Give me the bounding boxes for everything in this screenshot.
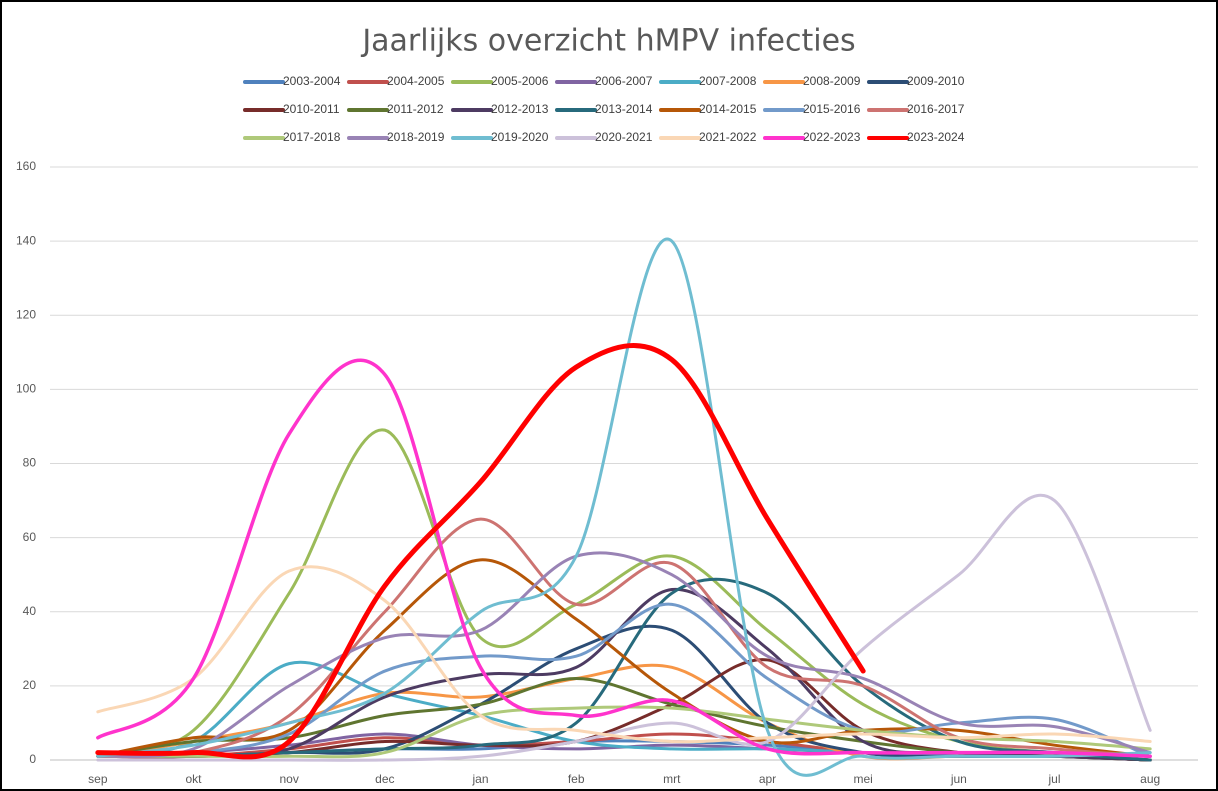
legend-label: 2020-2021 [595, 130, 653, 144]
y-tick-label: 60 [23, 530, 37, 544]
legend-label: 2006-2007 [595, 74, 653, 88]
series-line [96, 602, 1152, 758]
legend-label: 2016-2017 [907, 102, 965, 116]
x-tick-label: okt [185, 772, 202, 786]
x-tick-label: sep [88, 772, 108, 786]
y-tick-label: 20 [23, 678, 37, 692]
series-line [96, 358, 1152, 759]
legend-label: 2012-2013 [491, 102, 549, 116]
x-tick-label: jun [950, 772, 967, 786]
x-tick-label: mrt [663, 772, 681, 786]
x-tick-label: nov [279, 772, 298, 786]
legend-label: 2021-2022 [699, 130, 757, 144]
y-tick-label: 100 [16, 382, 36, 396]
series-line [95, 343, 866, 760]
legend-label: 2009-2010 [907, 74, 965, 88]
legend-label: 2015-2016 [803, 102, 861, 116]
legend-label: 2011-2012 [387, 102, 444, 116]
chart-title: Jaarlijks overzicht hMPV infecties [360, 24, 855, 59]
y-tick-label: 120 [16, 307, 36, 321]
series-line [96, 577, 1152, 762]
series-line [96, 493, 1152, 762]
y-tick-label: 140 [16, 233, 36, 247]
legend-label: 2014-2015 [699, 102, 757, 116]
x-tick-label: dec [375, 772, 394, 786]
legend-label: 2010-2011 [283, 102, 340, 116]
y-tick-label: 40 [23, 604, 37, 618]
legend-label: 2023-2024 [907, 130, 965, 144]
y-tick-label: 80 [23, 456, 37, 470]
x-tick-label: jul [1047, 772, 1060, 786]
series-line [96, 551, 1152, 759]
legend-label: 2004-2005 [387, 74, 445, 88]
legend-label: 2017-2018 [283, 130, 341, 144]
x-tick-label: feb [568, 772, 585, 786]
x-tick-label: jan [471, 772, 488, 786]
x-tick-label: mei [853, 772, 872, 786]
legend-label: 2008-2009 [803, 74, 861, 88]
legend-label: 2013-2014 [595, 102, 653, 116]
x-tick-label: aug [1140, 772, 1160, 786]
legend-label: 2022-2023 [803, 130, 861, 144]
legend-label: 2019-2020 [491, 130, 549, 144]
legend-label: 2003-2004 [283, 74, 341, 88]
legend-label: 2005-2006 [491, 74, 549, 88]
y-tick-label: 160 [16, 159, 36, 173]
series-line [96, 565, 1152, 744]
x-tick-label: apr [759, 772, 776, 786]
series-line [96, 558, 1152, 758]
y-tick-label: 0 [29, 752, 36, 766]
legend-label: 2018-2019 [387, 130, 445, 144]
legend-label: 2007-2008 [699, 74, 757, 88]
